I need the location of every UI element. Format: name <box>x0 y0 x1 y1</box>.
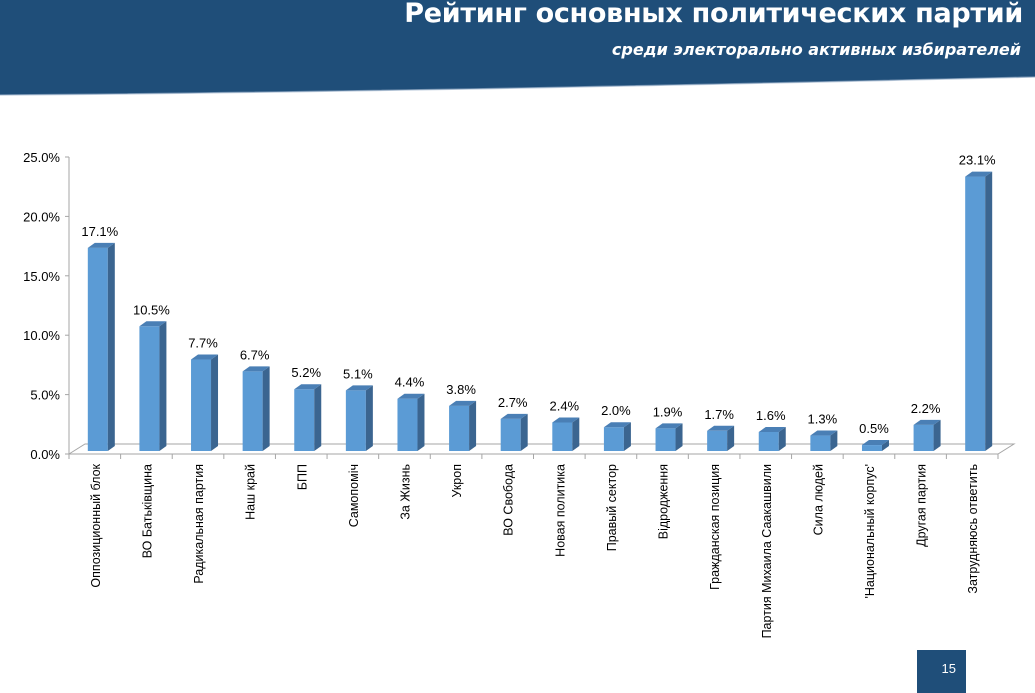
bar-value-label: 1.7% <box>704 407 734 422</box>
bar: 2.4% <box>549 398 580 451</box>
x-category-label: Новая политика <box>553 464 567 557</box>
x-category-label: Наш край <box>244 464 258 520</box>
x-category-label: Оппозиционный блок <box>89 463 103 587</box>
bar: 1.3% <box>808 412 838 451</box>
x-category-label: Відродження <box>657 464 671 539</box>
x-category-label: Самопоміч <box>347 464 361 527</box>
bar-value-label: 17.1% <box>81 224 118 239</box>
bar: 10.5% <box>133 302 170 451</box>
y-tick-label: 10.0% <box>23 328 60 343</box>
bar: 2.7% <box>498 395 528 451</box>
x-category-label: Другая партия <box>915 464 929 547</box>
bar-value-label: 1.6% <box>756 408 786 423</box>
bar: 0.5% <box>859 421 889 451</box>
x-category-label: 'Национальный корпус' <box>863 464 877 599</box>
bar: 23.1% <box>959 153 996 451</box>
bar: 2.2% <box>911 401 941 451</box>
bar-value-label: 2.7% <box>498 395 528 410</box>
y-tick-label: 25.0% <box>23 150 60 165</box>
bar-value-label: 0.5% <box>859 421 889 436</box>
bar-value-label: 2.0% <box>601 403 631 418</box>
y-tick-label: 5.0% <box>30 388 60 403</box>
y-tick-label: 0.0% <box>30 447 60 462</box>
x-axis-labels: Оппозиционный блок ВО Батьківщина Радикаль… <box>89 463 980 638</box>
bar: 1.7% <box>704 407 734 451</box>
bar-value-label: 23.1% <box>959 153 996 168</box>
slide-subtitle: среди электорально активных избирателей <box>611 40 1021 59</box>
bar-value-label: 6.7% <box>240 347 270 362</box>
bar-value-label: 10.5% <box>133 302 170 317</box>
bar-value-label: 1.3% <box>808 412 838 427</box>
y-tick-label: 20.0% <box>23 209 60 224</box>
bar-value-label: 3.8% <box>446 382 476 397</box>
x-category-label: Гражданская позиция <box>708 464 722 590</box>
bar-value-label: 1.9% <box>653 404 683 419</box>
bar-value-label: 2.2% <box>911 401 941 416</box>
bar-value-label: 2.4% <box>549 398 579 413</box>
x-category-label: Укроп <box>450 464 464 498</box>
x-category-label: ВО Свобода <box>502 464 516 536</box>
y-tick-label: 15.0% <box>23 269 60 284</box>
x-category-label: Правый сектор <box>605 464 619 551</box>
bar: 3.8% <box>446 382 476 451</box>
bar: 1.6% <box>756 408 786 451</box>
chart-bars: 17.1% 10.5% 7.7% 6.7% 5.2% 5.1% 4.4% 3.8% 2.7% 2.… <box>81 153 996 451</box>
slide-title: Рейтинг основных политических партий <box>404 0 1023 29</box>
x-category-label: Радикальная партия <box>192 464 206 584</box>
slide-header: Рейтинг основных политических партий сре… <box>0 0 1035 110</box>
x-category-label: Партия Михаила Саакашвили <box>760 464 774 638</box>
page-number: 15 <box>917 650 966 693</box>
bar-value-label: 5.2% <box>291 365 321 380</box>
bar: 5.2% <box>291 365 322 451</box>
bar: 2.0% <box>601 403 631 451</box>
bar: 6.7% <box>240 347 270 451</box>
x-category-label: Сила людей <box>811 464 825 535</box>
bar: 7.7% <box>188 336 218 451</box>
x-category-label: БПП <box>295 464 309 490</box>
bar: 17.1% <box>81 224 119 451</box>
bar-value-label: 7.7% <box>188 336 218 351</box>
bar: 4.4% <box>395 375 425 451</box>
chart-axes: 0.0% 5.0% 10.0% 15.0% 20.0% 25.0% <box>23 150 1016 462</box>
x-category-label: ВО Батьківщина <box>140 464 154 558</box>
x-category-label: Затрудняюсь ответить <box>966 464 980 594</box>
header-band <box>0 0 1035 96</box>
bar-value-label: 5.1% <box>343 366 373 381</box>
bar: 1.9% <box>653 404 683 451</box>
x-category-label: За Жизнь <box>398 464 412 520</box>
bar-value-label: 4.4% <box>395 375 425 390</box>
bar: 5.1% <box>343 366 373 451</box>
